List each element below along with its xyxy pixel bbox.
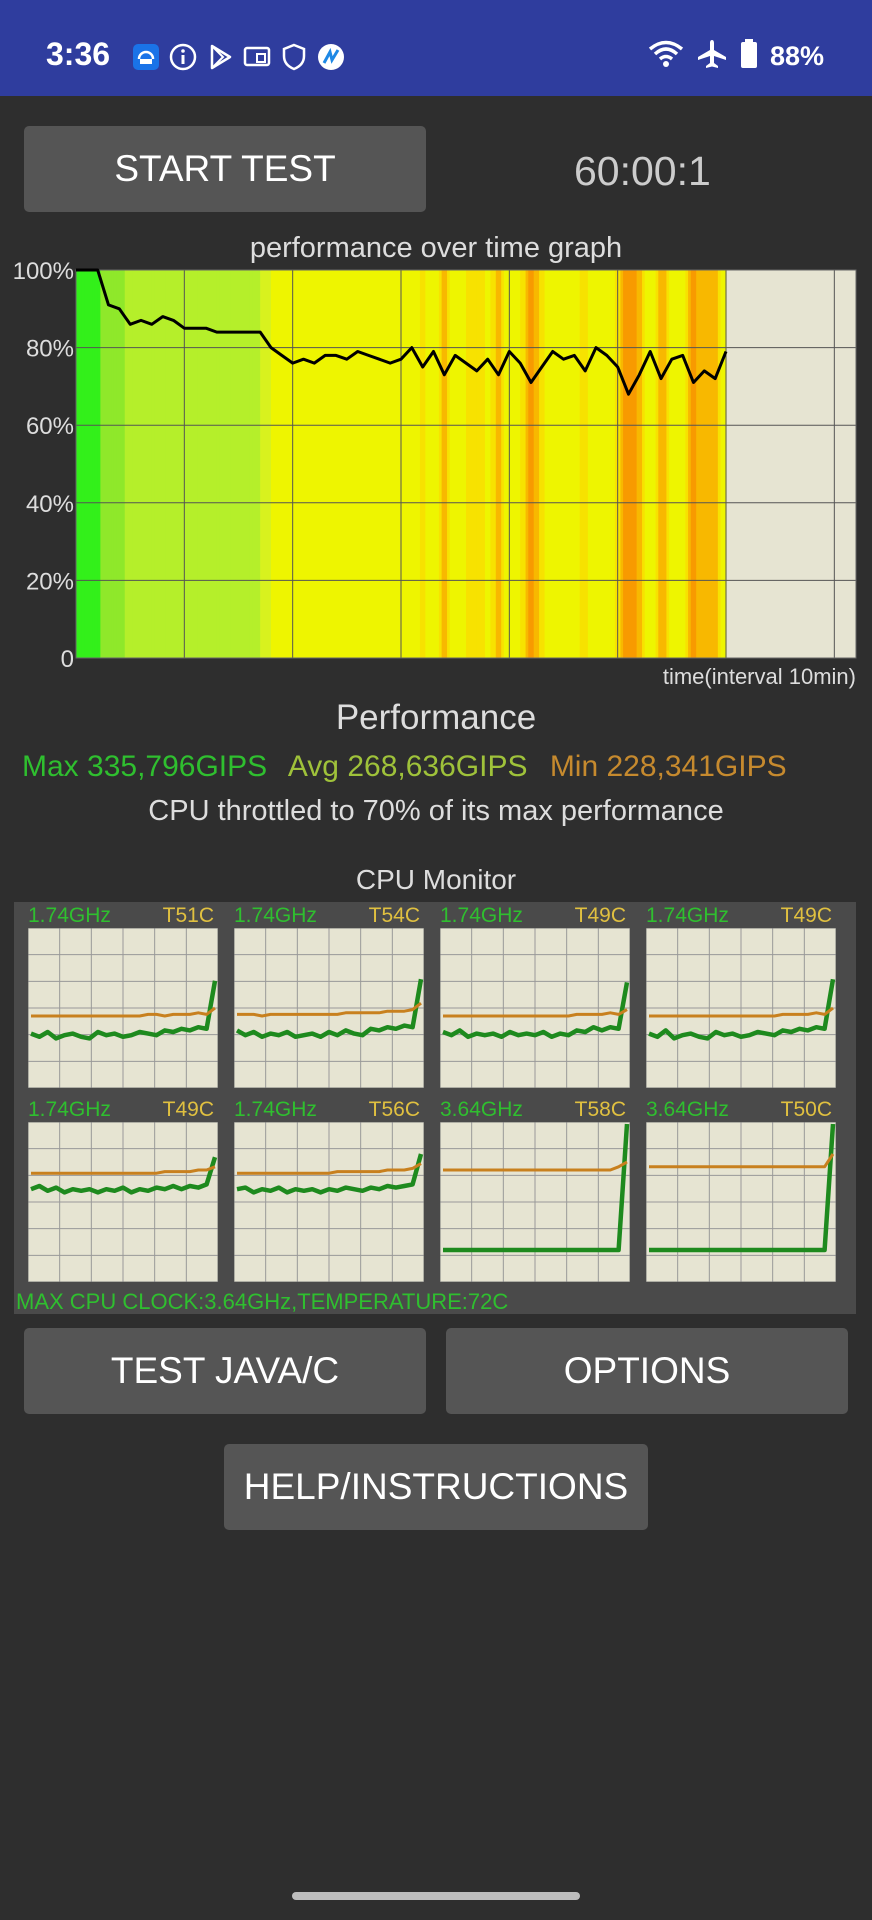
cpu-monitor-title: CPU Monitor	[355, 864, 517, 895]
airplane-icon	[696, 38, 728, 75]
test-java-c-button[interactable]: TEST JAVA/C	[24, 1328, 426, 1414]
frequency-line	[648, 978, 836, 1041]
shield-icon	[280, 43, 308, 71]
frequency-line	[235, 978, 424, 1040]
frequency-line	[30, 980, 218, 1041]
core-temperature: T49C	[574, 904, 626, 927]
frequency-line	[30, 1156, 218, 1195]
core-temperature: T58C	[574, 1098, 626, 1121]
core-frequency: 1.74GHz	[28, 904, 111, 927]
core-graph	[646, 1122, 836, 1282]
core-frequency: 1.74GHz	[646, 904, 729, 927]
performance-stats: Max 335,796GIPS Avg 268,636GIPS Min 228,…	[22, 750, 801, 784]
info-icon	[169, 43, 197, 71]
core-temperature: T56C	[368, 1098, 420, 1121]
notification-icons	[132, 40, 345, 74]
test-timer: 60:00:1	[574, 148, 711, 194]
temperature-line	[649, 1153, 835, 1169]
performance-title: Performance	[335, 698, 537, 737]
temperature-line	[649, 1006, 834, 1018]
help-instructions-button[interactable]: HELP/INSTRUCTIONS	[224, 1444, 648, 1530]
core-frequency: 1.74GHz	[28, 1098, 111, 1121]
y-tick-label: 80%	[26, 336, 74, 363]
temperature-line	[443, 1160, 628, 1172]
core-graph	[440, 928, 630, 1088]
temperature-line	[443, 1008, 628, 1018]
y-tick-label: 100%	[13, 260, 74, 285]
temperature-line	[237, 1002, 422, 1018]
core-frequency: 1.74GHz	[234, 1098, 317, 1121]
battery-percent: 88%	[769, 41, 824, 71]
battery-icon	[740, 39, 758, 74]
temperature-line	[31, 1006, 216, 1018]
frequency-line	[443, 1123, 630, 1253]
performance-fill	[76, 270, 727, 658]
core-graph	[28, 1122, 218, 1282]
frequency-line	[442, 981, 630, 1040]
core-graph	[440, 1122, 630, 1282]
cpu-core-0: 1.74GHz T51C	[28, 904, 218, 1090]
temperature-line	[237, 1162, 422, 1175]
performance-line	[76, 268, 728, 396]
rcs-message-icon	[132, 43, 160, 71]
core-temperature: T49C	[780, 904, 832, 927]
avg-gips: Avg 268,636GIPS	[287, 750, 528, 783]
core-frequency: 3.64GHz	[440, 1098, 523, 1121]
frequency-line	[236, 1153, 424, 1195]
wifi-icon	[648, 39, 684, 74]
core-graph	[234, 928, 424, 1088]
cpu-monitor-footer: MAX CPU CLOCK:3.64GHz,TEMPERATURE:72C	[16, 1289, 509, 1314]
cpu-monitor-panel: MAX CPU CLOCK:3.64GHz,TEMPERATURE:72C 1.…	[14, 902, 856, 1314]
core-graph	[28, 928, 218, 1088]
home-indicator[interactable]	[292, 1892, 580, 1900]
frequency-line	[649, 1123, 836, 1253]
cpu-core-4: 1.74GHz T49C	[28, 1098, 218, 1284]
core-frequency: 3.64GHz	[646, 1098, 729, 1121]
cpu-core-5: 1.74GHz T56C	[234, 1098, 424, 1284]
core-frequency: 1.74GHz	[234, 904, 317, 927]
core-temperature: T54C	[368, 904, 420, 927]
app-badge-icon	[317, 43, 345, 71]
core-temperature: T49C	[162, 1098, 214, 1121]
system-icons: 88%	[648, 38, 824, 75]
y-tick-label: 60%	[26, 413, 74, 440]
y-tick-label: 20%	[26, 568, 74, 595]
core-temperature: T50C	[780, 1098, 832, 1121]
start-test-button[interactable]: START TEST	[24, 126, 426, 212]
cast-icon	[243, 43, 271, 71]
graph-title: performance over time graph	[249, 232, 623, 264]
core-graph	[646, 928, 836, 1088]
play-store-icon	[206, 43, 234, 71]
y-tick-label: 0	[61, 646, 74, 673]
temperature-line	[31, 1165, 216, 1175]
core-graph	[234, 1122, 424, 1282]
cpu-core-7: 3.64GHz T50C	[646, 1098, 836, 1284]
y-tick-label: 40%	[26, 491, 74, 518]
status-bar: 3:36 88%	[0, 0, 872, 96]
throttle-summary: CPU throttled to 70% of its max performa…	[148, 795, 724, 827]
core-frequency: 1.74GHz	[440, 904, 523, 927]
status-time: 3:36	[46, 36, 111, 72]
cpu-core-3: 1.74GHz T49C	[646, 904, 836, 1090]
performance-graph: 100% 80% 60% 40% 20% 0 time(interval 10min)	[13, 260, 857, 689]
max-gips: Max 335,796GIPS	[22, 750, 268, 783]
min-gips: Min 228,341GIPS	[549, 750, 787, 783]
cpu-core-2: 1.74GHz T49C	[440, 904, 630, 1090]
cpu-core-1: 1.74GHz T54C	[234, 904, 424, 1090]
options-button[interactable]: OPTIONS	[446, 1328, 848, 1414]
core-temperature: T51C	[162, 904, 214, 927]
x-axis-label: time(interval 10min)	[663, 664, 856, 689]
cpu-core-6: 3.64GHz T58C	[440, 1098, 630, 1284]
